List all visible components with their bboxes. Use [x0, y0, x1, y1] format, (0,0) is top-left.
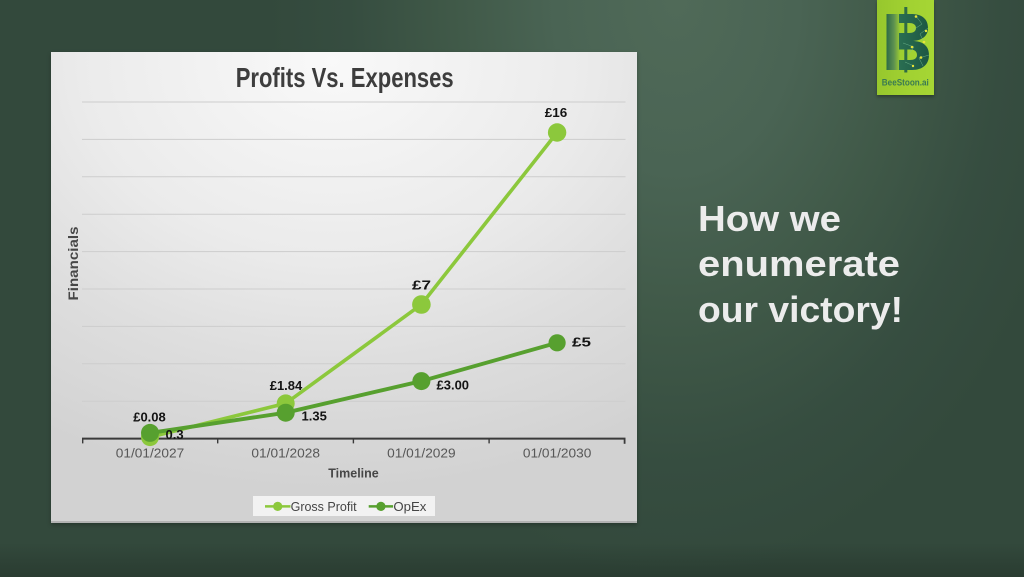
svg-text:£1.84: £1.84	[270, 378, 303, 393]
svg-text:Gross Profit: Gross Profit	[291, 499, 357, 514]
svg-text:01/01/2028: 01/01/2028	[251, 447, 320, 461]
svg-text:enumerate: enumerate	[698, 243, 900, 284]
svg-text:01/01/2030: 01/01/2030	[523, 447, 592, 461]
svg-text:Timeline: Timeline	[328, 467, 379, 481]
svg-text:01/01/2029: 01/01/2029	[387, 447, 456, 461]
svg-text:0.3: 0.3	[166, 427, 184, 442]
svg-text:£7: £7	[412, 277, 431, 292]
svg-text:£5: £5	[572, 335, 591, 350]
svg-text:Profits Vs. Expenses: Profits Vs. Expenses	[236, 62, 454, 93]
svg-text:£0.08: £0.08	[133, 410, 166, 425]
svg-text:BeeStoon.ai: BeeStoon.ai	[882, 78, 929, 88]
svg-text:1.35: 1.35	[302, 408, 327, 423]
svg-text:our victory!: our victory!	[698, 289, 903, 330]
svg-text:01/01/2027: 01/01/2027	[116, 447, 185, 461]
svg-text:£3.00: £3.00	[437, 377, 470, 392]
svg-text:Financials: Financials	[66, 227, 81, 301]
svg-text:£16: £16	[545, 105, 568, 120]
svg-text:How we: How we	[698, 198, 841, 239]
svg-text:OpEx: OpEx	[393, 499, 427, 514]
